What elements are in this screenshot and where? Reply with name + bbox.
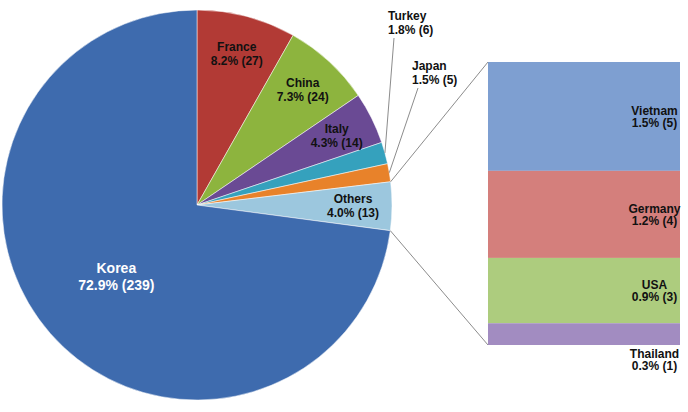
svg-text:Turkey1.8% (6): Turkey1.8% (6) (388, 9, 433, 37)
svg-text:Vietnam1.5% (5): Vietnam1.5% (5) (631, 104, 677, 130)
svg-text:Korea72.9% (239): Korea72.9% (239) (78, 260, 154, 293)
svg-text:Japan1.5% (5): Japan1.5% (5) (412, 59, 457, 87)
svg-text:Germany1.2% (4): Germany1.2% (4) (628, 202, 680, 228)
svg-text:USA0.9% (3): USA0.9% (3) (632, 278, 677, 304)
svg-text:Italy4.3% (14): Italy4.3% (14) (311, 121, 363, 149)
svg-text:Thailand0.3% (1): Thailand0.3% (1) (630, 347, 679, 373)
svg-text:Others4.0% (13): Others4.0% (13) (327, 192, 379, 220)
svg-text:France8.2% (27): France8.2% (27) (211, 40, 263, 68)
svg-text:China7.3% (24): China7.3% (24) (277, 76, 329, 104)
